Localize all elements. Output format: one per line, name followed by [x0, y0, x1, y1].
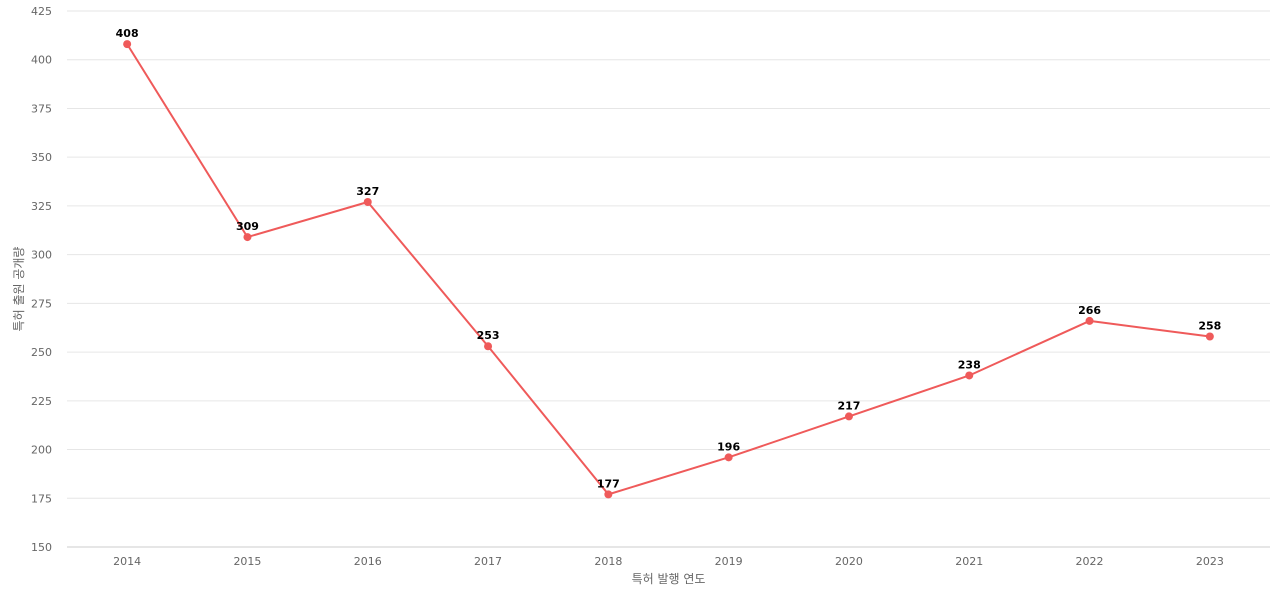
data-point[interactable]	[123, 40, 132, 49]
y-axis-title: 특허 출원 공개량	[12, 247, 26, 332]
x-tick-label: 2021	[955, 555, 983, 568]
data-point[interactable]	[243, 233, 252, 242]
y-tick-label: 225	[31, 395, 52, 408]
data-point[interactable]	[844, 412, 853, 421]
y-tick-label: 375	[31, 102, 52, 115]
y-tick-label: 200	[31, 444, 52, 457]
x-tick-label: 2017	[474, 555, 502, 568]
data-point[interactable]	[484, 342, 493, 351]
y-tick-label: 275	[31, 297, 52, 310]
data-label: 327	[356, 185, 379, 198]
y-tick-label: 400	[31, 54, 52, 67]
x-tick-label: 2023	[1196, 555, 1224, 568]
x-axis-ticks: 2014 2015 2016 2017 2018 2019 2020 2021 2022 2023	[113, 555, 1224, 568]
y-tick-label: 350	[31, 151, 52, 164]
y-axis-ticks: 150 175 200 225 250 275 300 325 350 375 400 425	[31, 5, 52, 554]
data-point[interactable]	[965, 371, 974, 380]
x-tick-label: 2022	[1076, 555, 1104, 568]
y-tick-label: 150	[31, 541, 52, 554]
data-label: 177	[597, 477, 620, 490]
x-tick-label: 2016	[354, 555, 382, 568]
data-label: 258	[1198, 319, 1221, 332]
y-tick-label: 300	[31, 249, 52, 262]
data-point[interactable]	[1205, 332, 1214, 341]
x-tick-label: 2018	[594, 555, 622, 568]
x-tick-label: 2020	[835, 555, 863, 568]
data-point[interactable]	[604, 490, 613, 499]
data-point[interactable]	[363, 198, 372, 207]
data-label: 253	[477, 329, 500, 342]
x-tick-label: 2014	[113, 555, 141, 568]
y-tick-label: 425	[31, 5, 52, 18]
grid-lines	[67, 10, 1270, 499]
data-label: 266	[1078, 304, 1101, 317]
y-tick-label: 250	[31, 346, 52, 359]
x-axis-title: 특허 발행 연도	[632, 571, 706, 586]
data-point[interactable]	[1085, 316, 1094, 325]
data-label: 238	[958, 358, 981, 371]
data-point[interactable]	[724, 453, 733, 462]
y-tick-label: 325	[31, 200, 52, 213]
data-label: 309	[236, 220, 259, 233]
x-tick-label: 2015	[233, 555, 261, 568]
data-label: 408	[116, 27, 139, 40]
data-label: 196	[717, 440, 740, 453]
x-tick-label: 2019	[715, 555, 743, 568]
data-points	[123, 40, 1214, 499]
series-line	[126, 43, 1210, 496]
series-layer	[126, 43, 1210, 496]
data-label: 217	[837, 399, 860, 412]
y-tick-label: 175	[31, 492, 52, 505]
data-labels: 408 309 327 253 177 196 217 238 266 258	[116, 27, 1222, 490]
